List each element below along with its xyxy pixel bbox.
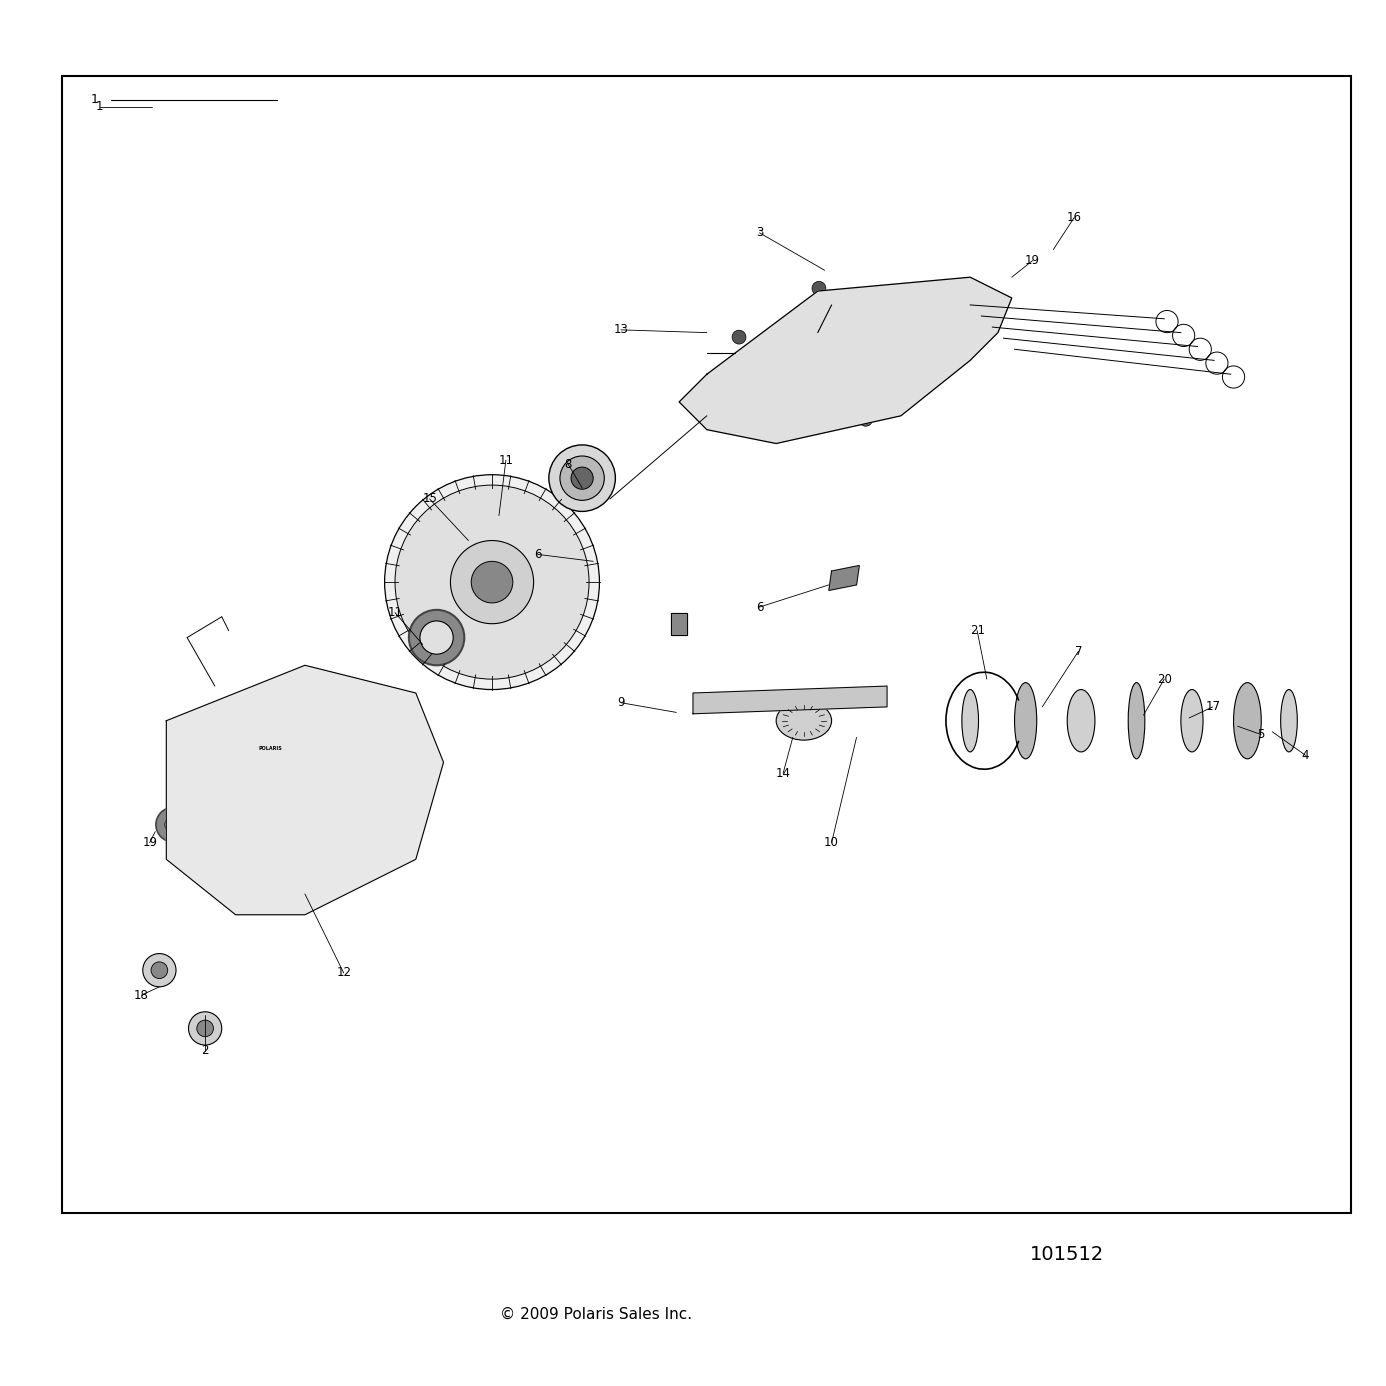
Polygon shape (693, 686, 887, 714)
Circle shape (229, 700, 395, 866)
Ellipse shape (155, 807, 190, 841)
Polygon shape (671, 613, 687, 635)
Circle shape (859, 412, 873, 426)
Ellipse shape (1181, 690, 1203, 751)
Text: 14: 14 (776, 766, 790, 780)
Ellipse shape (1281, 690, 1297, 751)
Ellipse shape (420, 621, 453, 654)
Ellipse shape (1234, 683, 1261, 760)
Text: 21: 21 (970, 624, 984, 638)
Text: 2: 2 (201, 1044, 209, 1058)
Text: 19: 19 (143, 836, 157, 850)
Text: © 2009 Polaris Sales Inc.: © 2009 Polaris Sales Inc. (500, 1307, 692, 1321)
Circle shape (208, 679, 416, 887)
Ellipse shape (1015, 683, 1037, 760)
Ellipse shape (409, 610, 464, 665)
Text: 19: 19 (1026, 254, 1040, 267)
Text: 101512: 101512 (1030, 1245, 1105, 1264)
Ellipse shape (165, 816, 182, 833)
Circle shape (197, 1020, 213, 1037)
Text: 5: 5 (1257, 728, 1265, 742)
Circle shape (256, 728, 367, 839)
Text: 4: 4 (1301, 748, 1310, 762)
Polygon shape (829, 565, 859, 590)
Circle shape (143, 954, 176, 987)
Text: 3: 3 (755, 226, 764, 240)
Text: 18: 18 (134, 988, 148, 1002)
Ellipse shape (395, 485, 589, 679)
Text: 11: 11 (388, 606, 402, 620)
Ellipse shape (776, 701, 832, 740)
Ellipse shape (765, 315, 870, 405)
Circle shape (571, 467, 593, 489)
Circle shape (812, 281, 826, 295)
Circle shape (215, 776, 229, 790)
Text: 10: 10 (825, 836, 839, 850)
Circle shape (732, 330, 746, 344)
Text: 8: 8 (564, 457, 572, 471)
Text: 9: 9 (617, 696, 625, 710)
Ellipse shape (779, 327, 857, 394)
Text: 1: 1 (96, 100, 104, 114)
Text: 1: 1 (90, 93, 98, 107)
Ellipse shape (450, 541, 534, 624)
Text: 20: 20 (1157, 672, 1171, 686)
Circle shape (188, 1012, 222, 1045)
Ellipse shape (549, 445, 615, 511)
Ellipse shape (1128, 683, 1145, 760)
Circle shape (890, 333, 904, 346)
Circle shape (151, 962, 168, 979)
Text: 6: 6 (534, 547, 542, 561)
Circle shape (259, 854, 273, 868)
Circle shape (349, 854, 363, 868)
Circle shape (761, 412, 775, 426)
Text: 12: 12 (337, 966, 351, 980)
Text: 15: 15 (423, 492, 437, 506)
Text: 6: 6 (755, 600, 764, 614)
Polygon shape (679, 277, 1012, 444)
Text: 16: 16 (1067, 211, 1081, 225)
Polygon shape (166, 665, 444, 915)
Text: 7: 7 (1074, 644, 1082, 658)
Ellipse shape (384, 474, 599, 689)
Ellipse shape (560, 456, 604, 500)
Text: 11: 11 (499, 453, 513, 467)
Ellipse shape (962, 690, 979, 751)
Ellipse shape (797, 342, 839, 378)
Ellipse shape (471, 561, 513, 603)
Ellipse shape (1067, 690, 1095, 751)
Circle shape (395, 776, 409, 790)
Text: POLARIS: POLARIS (258, 746, 283, 751)
Text: 13: 13 (614, 323, 628, 337)
Circle shape (261, 699, 274, 712)
Circle shape (349, 699, 363, 712)
Text: 17: 17 (1206, 700, 1220, 714)
